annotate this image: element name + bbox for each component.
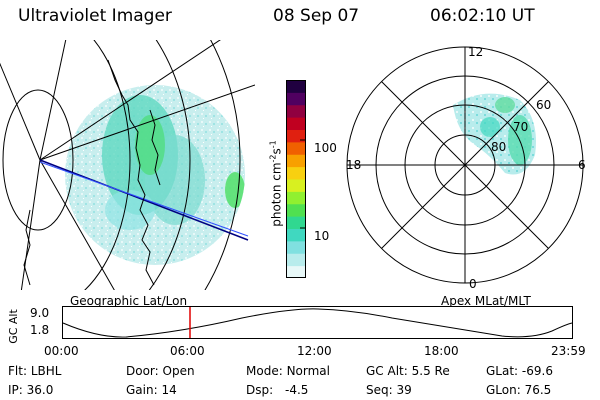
time-label: 06:02:10 UT xyxy=(430,6,535,26)
colorbar-tick-100: 100 xyxy=(314,141,337,155)
time-tick-0000: 00:00 xyxy=(44,344,79,358)
colorbar-segment xyxy=(286,166,306,180)
mlat-label-70: 70 xyxy=(513,120,529,134)
time-tick-1200: 12:00 xyxy=(297,344,332,358)
status-gc-alt: GC Alt: 5.5 Re xyxy=(366,364,450,378)
status-ip: IP: 36.0 xyxy=(8,383,54,397)
auroral-image-geo xyxy=(65,85,245,265)
colorbar-segment xyxy=(286,80,306,93)
geographic-map-label: Geographic Lat/Lon xyxy=(70,294,188,308)
colorbar-tick-10: 10 xyxy=(314,229,330,243)
colorbar-segment xyxy=(286,240,306,254)
colorbar-segment xyxy=(286,154,306,168)
altitude-plot xyxy=(62,306,573,339)
geographic-map xyxy=(0,40,255,290)
status-door: Door: Open xyxy=(126,364,195,378)
mlat-label-60: 60 xyxy=(536,98,552,112)
colorbar-axis-label: photon cm-2s-1 xyxy=(268,140,284,227)
time-tick-1800: 18:00 xyxy=(424,344,459,358)
mlt-label-6: 6 xyxy=(578,158,586,172)
polar-plot-label: Apex MLat/MLT xyxy=(441,294,531,308)
colorbar-segment xyxy=(286,92,306,106)
mlt-label-0: 0 xyxy=(469,277,477,291)
status-dsp: Dsp: -4.5 xyxy=(246,383,309,397)
polar-plot xyxy=(346,46,584,284)
altitude-ymin: 1.8 xyxy=(30,323,50,337)
status-mode: Mode: Normal xyxy=(246,364,330,378)
time-tick-2359: 23:59 xyxy=(551,344,586,358)
colorbar-segment xyxy=(286,117,306,130)
colorbar-segment xyxy=(286,104,306,118)
colorbar-segment xyxy=(286,141,306,155)
colorbar-segment xyxy=(286,253,306,267)
mlt-label-18: 18 xyxy=(346,158,362,172)
status-seq: Seq: 39 xyxy=(366,383,412,397)
altitude-axis-label: GC Alt xyxy=(6,309,20,344)
colorbar-segment xyxy=(286,265,306,278)
mlt-label-12: 12 xyxy=(468,45,484,59)
colorbar-border xyxy=(286,80,306,278)
colorbar xyxy=(286,80,306,278)
altitude-ymax: 9.0 xyxy=(30,306,50,320)
colorbar-segment xyxy=(286,203,306,217)
colorbar-segment xyxy=(286,179,306,192)
colorbar-segment xyxy=(286,191,306,205)
colorbar-segment xyxy=(286,228,306,242)
date-label: 08 Sep 07 xyxy=(273,6,360,26)
status-glon: GLon: 76.5 xyxy=(486,383,552,397)
status-gain: Gain: 14 xyxy=(126,383,177,397)
colorbar-segment xyxy=(286,129,306,143)
instrument-title: Ultraviolet Imager xyxy=(18,6,172,26)
status-glat: GLat: -69.6 xyxy=(486,364,553,378)
colorbar-segment xyxy=(286,216,306,229)
time-tick-0600: 06:00 xyxy=(170,344,205,358)
status-filter: Flt: LBHL xyxy=(8,364,62,378)
mlat-label-80: 80 xyxy=(491,140,507,154)
